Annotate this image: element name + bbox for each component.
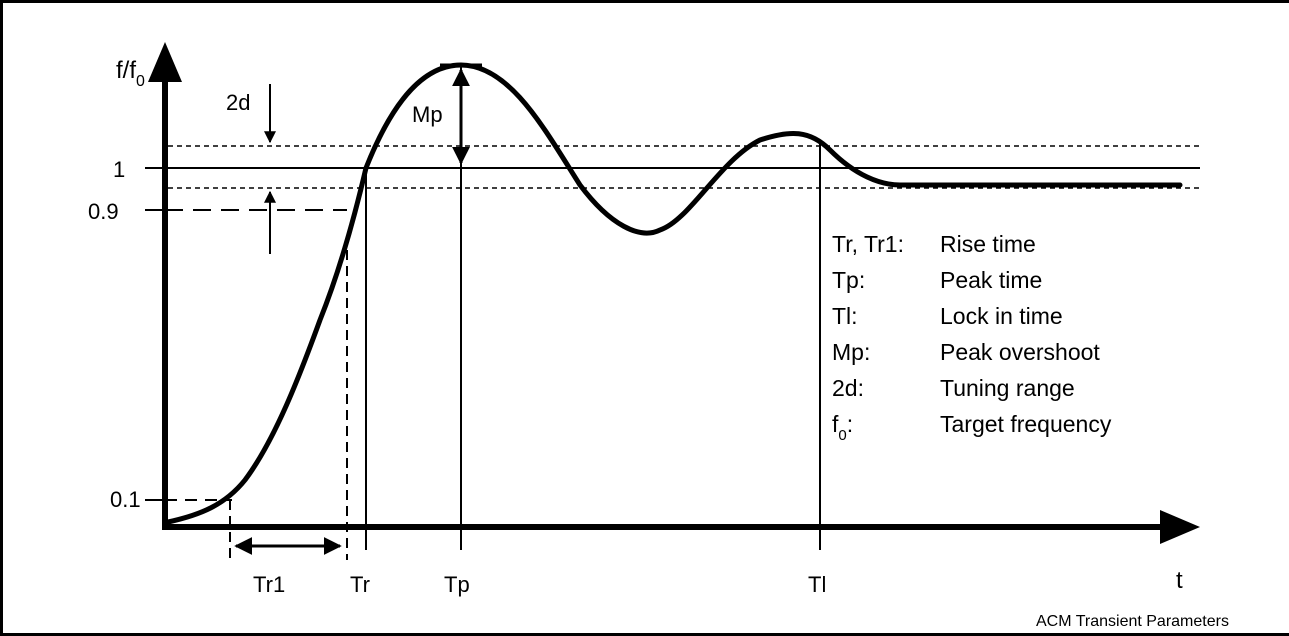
caption: ACM Transient Parameters [1036,613,1229,630]
legend-term: Tl: [832,303,858,329]
legend-term: f0: [832,411,853,444]
legend-term: Tr, Tr1: [832,231,904,257]
tp-label: Tp [444,572,470,597]
x-axis-arrowhead [1160,510,1200,544]
tick-0.1: 0.1 [110,487,141,512]
tr-label: Tr [350,572,370,597]
legend-desc: Peak time [940,267,1042,293]
legend-term: Tp: [832,267,865,293]
tl-label: Tl [808,572,826,597]
mp-label: Mp [412,102,443,127]
y-axis-label: f/f0 [116,57,145,90]
tr1-label: Tr1 [253,572,285,597]
legend-term: Mp: [832,339,870,365]
two-d-label: 2d [226,90,250,115]
legend-desc: Rise time [940,231,1036,257]
legend-desc: Tuning range [940,375,1075,401]
tick-1: 1 [113,157,125,182]
legend: Tr, Tr1: Rise time Tp: Peak time Tl: Loc… [832,231,1112,444]
legend-desc: Peak overshoot [940,339,1100,365]
response-curve [165,62,1183,525]
x-axis-label: t [1176,567,1183,594]
y-axis-arrowhead [148,42,182,82]
legend-desc: Lock in time [940,303,1063,329]
tick-0.9: 0.9 [88,199,119,224]
legend-desc: Target frequency [940,411,1112,437]
legend-term: 2d: [832,375,864,401]
